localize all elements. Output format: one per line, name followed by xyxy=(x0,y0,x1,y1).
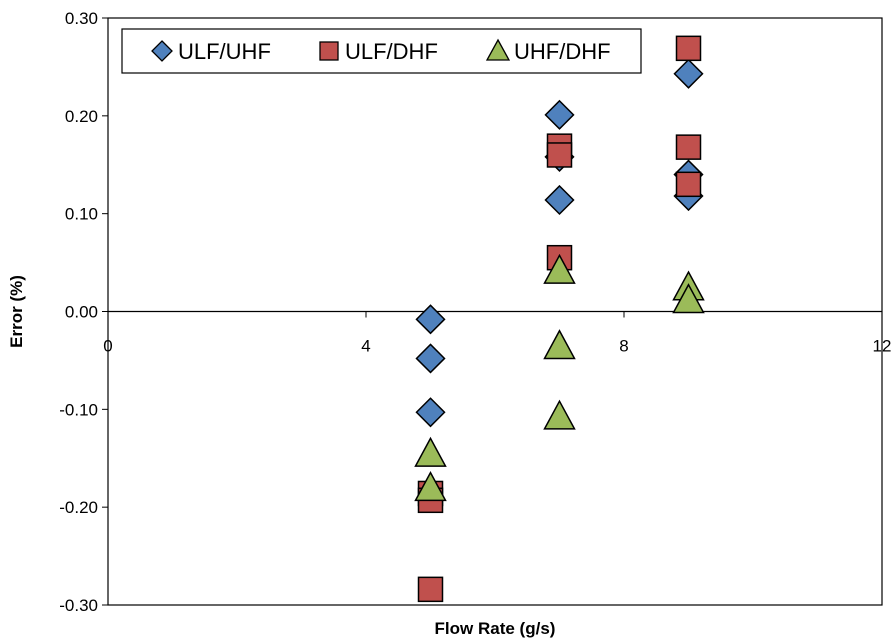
axes xyxy=(102,17,883,606)
data-point xyxy=(415,304,446,335)
data-points xyxy=(414,35,705,603)
x-tick-label: 4 xyxy=(361,337,370,356)
legend-marker-diamond xyxy=(151,40,173,62)
series-uhf-dhf xyxy=(414,253,705,502)
series-ulf-uhf xyxy=(415,58,704,428)
legend-label: UHF/DHF xyxy=(514,39,611,64)
data-point xyxy=(675,171,702,198)
data-point xyxy=(543,399,576,430)
data-point xyxy=(544,184,575,216)
legend-box xyxy=(121,28,642,74)
data-point xyxy=(543,329,576,360)
x-tick-label: 8 xyxy=(619,337,628,356)
legend-marker-triangle xyxy=(485,38,511,61)
legend-entry: ULF/DHF xyxy=(319,39,438,64)
data-point xyxy=(544,99,575,130)
x-tick-label: 12 xyxy=(873,337,892,356)
legend: ULF/UHF ULF/DHF UHF/DHF xyxy=(121,28,642,74)
y-tick-label: -0.30 xyxy=(59,596,98,615)
y-axis-title: Error (%) xyxy=(7,275,26,348)
data-point xyxy=(543,253,576,284)
data-point xyxy=(546,142,573,168)
legend-label: ULF/DHF xyxy=(345,39,438,64)
x-tick-label: 0 xyxy=(103,337,112,356)
data-point xyxy=(675,35,702,62)
data-point xyxy=(414,436,447,467)
y-tick-label: -0.10 xyxy=(59,400,98,419)
y-tick-label: 0.00 xyxy=(65,303,98,322)
data-point xyxy=(414,471,447,502)
legend-entry: ULF/UHF xyxy=(151,39,271,64)
x-axis-title: Flow Rate (g/s) xyxy=(435,619,556,638)
y-tick-label: 0.10 xyxy=(65,205,98,224)
y-tick-label: -0.20 xyxy=(59,498,98,517)
data-point xyxy=(672,283,705,314)
legend-marker-square xyxy=(319,41,339,61)
data-point xyxy=(673,58,704,89)
y-tick-label: 0.20 xyxy=(65,107,98,126)
legend-entry: UHF/DHF xyxy=(485,38,611,64)
data-point xyxy=(415,397,446,428)
y-tick-label: 0.30 xyxy=(65,9,98,28)
legend-label: ULF/UHF xyxy=(178,39,271,64)
data-point xyxy=(417,576,444,603)
data-point xyxy=(415,343,446,374)
data-point xyxy=(675,134,702,160)
tick-labels: -0.30 -0.20 -0.10 0.00 0.10 0.20 0.30 0 4 8 12 xyxy=(59,9,891,615)
